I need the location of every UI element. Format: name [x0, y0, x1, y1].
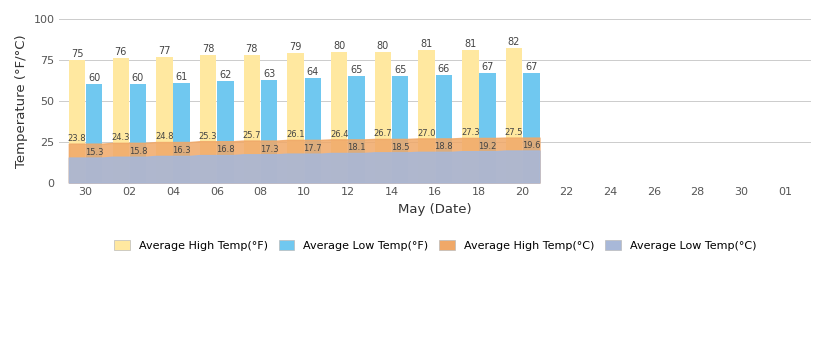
Text: 23.8: 23.8 — [68, 134, 86, 143]
Bar — [200, 55, 217, 182]
Text: 26.7: 26.7 — [374, 129, 393, 138]
Text: 81: 81 — [421, 39, 432, 49]
Legend: Average High Temp(°F), Average Low Temp(°F), Average High Temp(°C), Average Low : Average High Temp(°F), Average Low Temp(… — [110, 236, 761, 256]
Text: 81: 81 — [464, 39, 476, 49]
Text: 15.8: 15.8 — [129, 147, 147, 156]
Text: 66: 66 — [437, 64, 450, 73]
Bar — [418, 50, 435, 182]
Text: 62: 62 — [219, 70, 232, 80]
X-axis label: May (Date): May (Date) — [398, 203, 472, 216]
Text: 17.3: 17.3 — [260, 144, 278, 153]
Y-axis label: Temperature (°F/°C): Temperature (°F/°C) — [15, 34, 28, 168]
Bar — [173, 83, 190, 182]
Text: 77: 77 — [159, 46, 171, 56]
Bar — [374, 52, 391, 182]
Text: 27.0: 27.0 — [417, 129, 436, 138]
Bar — [305, 78, 321, 182]
Text: 82: 82 — [508, 37, 520, 47]
Text: 75: 75 — [71, 49, 83, 59]
Text: 67: 67 — [481, 62, 494, 72]
Bar — [523, 73, 540, 182]
Text: 27.3: 27.3 — [461, 128, 480, 137]
Bar — [287, 53, 304, 182]
Bar — [113, 58, 129, 182]
Text: 60: 60 — [88, 73, 100, 84]
Bar — [86, 84, 102, 182]
Text: 78: 78 — [246, 44, 258, 54]
Bar — [331, 52, 348, 182]
Text: 16.8: 16.8 — [216, 146, 235, 155]
Text: 19.2: 19.2 — [478, 142, 497, 151]
Text: 15.3: 15.3 — [85, 148, 104, 157]
Bar — [156, 56, 173, 182]
Bar — [69, 60, 85, 182]
Text: 60: 60 — [132, 73, 144, 84]
Bar — [462, 50, 479, 182]
Text: 80: 80 — [377, 41, 389, 51]
Text: 64: 64 — [306, 67, 319, 77]
Text: 26.1: 26.1 — [286, 130, 305, 139]
Bar — [261, 80, 277, 182]
Text: 26.4: 26.4 — [330, 130, 349, 139]
Text: 76: 76 — [115, 47, 127, 57]
Text: 61: 61 — [176, 72, 188, 82]
Bar — [480, 73, 496, 182]
Bar — [349, 76, 364, 182]
Text: 67: 67 — [525, 62, 538, 72]
Text: 79: 79 — [290, 42, 302, 52]
Text: 25.3: 25.3 — [199, 131, 217, 140]
Bar — [217, 81, 233, 182]
Bar — [244, 55, 260, 182]
Text: 25.7: 25.7 — [242, 131, 261, 140]
Text: 65: 65 — [350, 65, 363, 75]
Text: 16.3: 16.3 — [173, 146, 191, 155]
Text: 19.6: 19.6 — [522, 141, 540, 150]
Text: 17.7: 17.7 — [304, 144, 322, 153]
Text: 63: 63 — [263, 68, 276, 79]
Text: 78: 78 — [202, 44, 214, 54]
Bar — [436, 75, 452, 182]
Bar — [392, 76, 408, 182]
Text: 24.8: 24.8 — [155, 132, 173, 141]
Text: 80: 80 — [333, 41, 345, 51]
Bar — [129, 84, 146, 182]
Text: 18.5: 18.5 — [391, 143, 409, 152]
Text: 27.5: 27.5 — [505, 128, 523, 137]
Text: 24.3: 24.3 — [111, 133, 130, 142]
Bar — [505, 49, 522, 182]
Text: 18.8: 18.8 — [435, 142, 453, 151]
Text: 65: 65 — [394, 65, 407, 75]
Text: 18.1: 18.1 — [347, 143, 366, 152]
